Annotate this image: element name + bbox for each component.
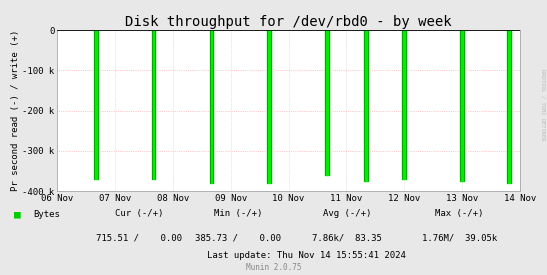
- Title: Disk throughput for /dev/rbd0 - by week: Disk throughput for /dev/rbd0 - by week: [125, 15, 452, 29]
- Text: 715.51 /    0.00: 715.51 / 0.00: [96, 233, 183, 242]
- Text: Munin 2.0.75: Munin 2.0.75: [246, 263, 301, 272]
- Text: 7.86k/  83.35: 7.86k/ 83.35: [312, 233, 382, 242]
- Text: Avg (-/+): Avg (-/+): [323, 209, 371, 218]
- Text: Bytes: Bytes: [33, 210, 60, 219]
- Y-axis label: Pr second read (-) / write (+): Pr second read (-) / write (+): [10, 30, 20, 191]
- Text: Cur (-/+): Cur (-/+): [115, 209, 164, 218]
- Text: Last update: Thu Nov 14 15:55:41 2024: Last update: Thu Nov 14 15:55:41 2024: [207, 251, 406, 260]
- Text: 385.73 /    0.00: 385.73 / 0.00: [195, 233, 281, 242]
- Text: ■: ■: [14, 210, 20, 219]
- Text: RRDTOOL / TOBI OETIKER: RRDTOOL / TOBI OETIKER: [541, 69, 546, 140]
- Text: Min (-/+): Min (-/+): [214, 209, 262, 218]
- Text: Max (-/+): Max (-/+): [435, 209, 484, 218]
- Text: 1.76M/  39.05k: 1.76M/ 39.05k: [422, 233, 497, 242]
